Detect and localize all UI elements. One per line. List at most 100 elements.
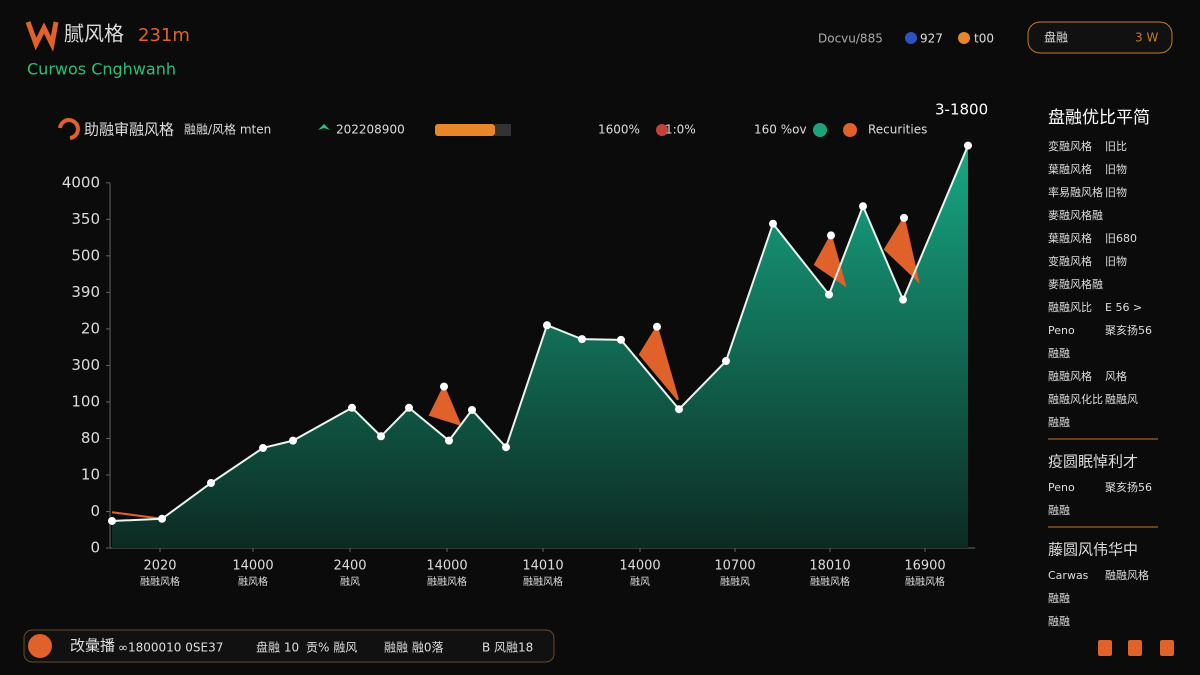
row-label: 率易融风格 [1048, 185, 1103, 199]
row-label: 融融风化比 [1048, 392, 1103, 406]
y-tick-label: 20 [81, 319, 100, 337]
brand: 腻风格 [64, 22, 124, 46]
point [899, 295, 907, 304]
footer-icon [28, 634, 52, 658]
footer-item: 贡% 融风 [306, 641, 357, 655]
point [653, 322, 661, 331]
badge: t00 [974, 32, 994, 46]
legend-dot [813, 123, 827, 137]
point [207, 478, 215, 487]
legend-label: 202208900 [336, 123, 405, 137]
row-label: 変融风格 [1048, 139, 1092, 153]
x-tick-label: 14010 [522, 559, 563, 574]
point [502, 443, 510, 452]
point [900, 213, 908, 222]
x-sublabel: 融融风格 [905, 575, 945, 588]
row-label: 变融风格 [1048, 254, 1092, 268]
x-sublabel: 融融风格 [427, 575, 467, 588]
row-label: 麥融风格融 [1048, 277, 1103, 291]
y-tick-label: 80 [81, 429, 100, 447]
legend-label: 1:0% [665, 123, 696, 137]
x-sublabel: 融融风格 [140, 575, 180, 588]
y-tick-label: 350 [71, 210, 100, 228]
x-tick-label: 2400 [333, 559, 366, 574]
row-label: 葉融风格 [1048, 231, 1092, 245]
row-value: 旧比 [1105, 140, 1127, 153]
section-title: 藤圆风伟华中 [1048, 541, 1138, 559]
y-tick-label: 0 [90, 539, 100, 557]
x-sublabel: 融风格 [238, 575, 268, 588]
point [348, 403, 356, 412]
row-label: 麥融风格融 [1048, 208, 1103, 222]
brand-suffix: 231m [138, 25, 190, 46]
row-label: Peno [1048, 324, 1075, 337]
point [578, 335, 586, 344]
point [722, 357, 730, 366]
row-value: 聚亥扬56 [1105, 323, 1152, 337]
point [377, 432, 385, 441]
chart-subtitle: 融融/风格 mten [184, 122, 271, 137]
sidebar-title: 盘融优比平简 [1048, 108, 1150, 128]
legend-label: 160 %ov [754, 123, 807, 137]
row-label: 融融 [1048, 615, 1070, 628]
row-label: 融融 [1048, 592, 1070, 605]
y-tick-label: 100 [71, 392, 100, 410]
point [825, 290, 833, 299]
chart-title: 助融审融风格 [84, 121, 174, 139]
row-value: 融融风 [1105, 393, 1138, 406]
legend-bar [495, 124, 511, 136]
x-tick-label: 10700 [714, 559, 755, 574]
row-label: 融融风格 [1048, 369, 1092, 383]
footer-label: 改彙播 [70, 637, 115, 655]
point [108, 516, 116, 525]
x-sublabel: 融风 [340, 576, 360, 588]
row-value: 旧680 [1105, 232, 1137, 245]
row-value: 旧物 [1105, 185, 1127, 199]
footer-bar [23, 629, 555, 663]
row-value: 聚亥扬56 [1105, 480, 1152, 494]
point [405, 403, 413, 412]
y-tick-label: 10 [81, 465, 100, 483]
search-label: 盘融 [1044, 30, 1068, 45]
section-title: 疫圆眠悼利才 [1048, 453, 1138, 471]
row-value: 旧物 [1105, 254, 1127, 268]
point [440, 382, 448, 391]
point [964, 141, 972, 150]
badge-dot [905, 32, 917, 44]
row-value: 融融风格 [1105, 568, 1149, 582]
point [675, 405, 683, 414]
search-value: 3 W [1135, 31, 1158, 45]
x-sublabel: 融融风格 [523, 575, 563, 588]
y-tick-label: 300 [71, 356, 100, 374]
row-label: 融融风比 [1048, 301, 1092, 314]
badge: 927 [920, 32, 943, 46]
legend-bar [435, 124, 495, 136]
legend-dot [843, 123, 857, 137]
row-label: Peno [1048, 481, 1075, 494]
x-tick-label: 14000 [619, 559, 660, 574]
x-sublabel: 融融风格 [810, 575, 850, 588]
annotation: 3-1800 [935, 101, 988, 119]
y-tick-label: 390 [71, 283, 100, 301]
point [769, 219, 777, 228]
x-sublabel: 融融风 [720, 576, 750, 588]
footer-icon [1128, 640, 1142, 656]
row-value: 风格 [1105, 369, 1127, 383]
footer-item: 盘融 10 [256, 640, 299, 655]
point [445, 436, 453, 445]
legend-label: 1600% [598, 123, 640, 137]
row-label: 融融 [1048, 416, 1070, 429]
y-tick-label: 4000 [62, 173, 100, 191]
search-box[interactable] [1027, 21, 1173, 54]
footer-item: B 风融18 [482, 641, 533, 655]
logo [25, 21, 59, 52]
point [827, 231, 835, 240]
row-label: Carwas [1048, 569, 1089, 582]
subtitle: Curwos Cnghwanh [27, 60, 176, 79]
x-tick-label: 2020 [143, 559, 176, 574]
row-label: 融融 [1048, 347, 1070, 360]
point [468, 405, 476, 414]
point [259, 443, 267, 452]
